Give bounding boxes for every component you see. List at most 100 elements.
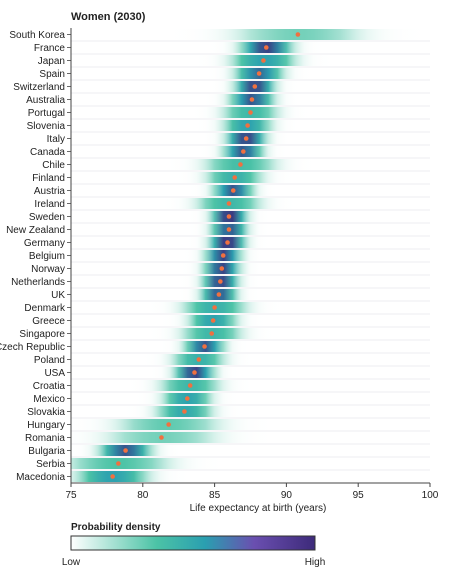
density-band (71, 380, 430, 391)
median-point (185, 396, 190, 401)
median-point (226, 214, 232, 219)
country-label: Singapore (19, 329, 65, 340)
density-band (71, 445, 430, 456)
median-point (219, 266, 225, 271)
country-label: Denmark (24, 303, 66, 314)
country-label: Mexico (33, 394, 65, 405)
median-point (166, 422, 171, 427)
density-band (71, 276, 430, 287)
median-point (182, 409, 187, 414)
x-tick-label: 85 (209, 490, 221, 501)
median-point (263, 45, 269, 50)
density-band (71, 458, 430, 469)
density-band (71, 393, 430, 404)
density-band (71, 263, 430, 274)
median-point (245, 123, 250, 128)
density-band (71, 237, 430, 248)
country-label: Netherlands (11, 277, 65, 288)
country-label: Slovenia (27, 121, 66, 132)
density-band (71, 406, 430, 417)
rows-layer: South Korea France Japan Spain Switzerland Au… (0, 29, 430, 484)
density-band (71, 133, 430, 144)
density-band (71, 198, 430, 209)
country-label: Switzerland (13, 82, 65, 93)
country-label: Belgium (29, 251, 65, 262)
density-band (71, 367, 430, 378)
median-point (116, 461, 121, 466)
median-point (238, 162, 243, 167)
country-label: Finland (32, 173, 65, 184)
median-point (192, 370, 197, 375)
country-label: Ireland (34, 199, 65, 210)
median-point (243, 136, 249, 141)
country-label: Poland (34, 355, 65, 366)
country-label: Romania (25, 433, 65, 444)
country-label: South Korea (9, 30, 65, 41)
country-label: Sweden (29, 212, 65, 223)
median-point (230, 188, 236, 193)
density-band (71, 68, 430, 79)
median-point (123, 448, 128, 453)
density-band (71, 172, 430, 183)
density-band (71, 146, 430, 157)
median-point (226, 201, 232, 206)
x-axis: 75 80 85 90 95 100 (65, 28, 439, 501)
median-point (216, 292, 222, 297)
country-label: Greece (32, 316, 65, 327)
median-point (196, 357, 202, 362)
country-label: Italy (47, 134, 65, 145)
country-label: Croatia (33, 381, 66, 392)
median-point (159, 435, 164, 440)
x-tick-label: 100 (422, 490, 439, 501)
x-axis-label: Life expectancy at birth (years) (190, 503, 327, 514)
legend-color-bar (70, 535, 316, 551)
median-point (232, 175, 238, 180)
x-tick-label: 90 (281, 490, 293, 501)
median-point (209, 331, 215, 336)
x-tick-label: 95 (353, 490, 365, 501)
density-band (71, 224, 430, 235)
median-point (220, 253, 226, 258)
median-point (212, 305, 217, 310)
median-point (295, 32, 301, 37)
density-band (71, 250, 430, 261)
median-point (202, 344, 207, 349)
country-label: Germany (24, 238, 65, 249)
legend-high-label: High (305, 557, 326, 568)
density-band (71, 432, 430, 443)
density-band (71, 289, 430, 300)
country-label: Australia (26, 95, 65, 106)
density-band (71, 419, 430, 430)
country-label: Austria (34, 186, 66, 197)
median-point (218, 279, 223, 284)
density-band (71, 42, 430, 53)
median-point (261, 58, 266, 63)
legend-low-label: Low (62, 557, 81, 568)
x-tick-label: 80 (137, 490, 149, 501)
country-label: France (34, 43, 66, 54)
country-label: Hungary (27, 420, 65, 431)
density-band (71, 315, 430, 326)
median-point (225, 240, 230, 245)
country-label: Czech Republic (0, 342, 65, 353)
country-label: Macedonia (16, 472, 65, 483)
country-label: USA (44, 368, 65, 379)
country-label: Portugal (28, 108, 65, 119)
median-point (210, 318, 216, 323)
country-label: New Zealand (6, 225, 65, 236)
chart-title: Women (2030) (71, 11, 146, 23)
median-point (187, 383, 193, 388)
density-band (71, 471, 430, 482)
country-label: Slovakia (27, 407, 65, 418)
country-label: UK (51, 290, 65, 301)
country-label: Serbia (36, 459, 65, 470)
density-band (71, 55, 430, 66)
median-point (252, 84, 258, 89)
median-point (226, 227, 232, 232)
density-band (71, 354, 430, 365)
density-band (71, 185, 430, 196)
density-band (71, 328, 430, 339)
density-band (71, 29, 430, 40)
density-band (71, 120, 430, 131)
median-point (256, 71, 262, 76)
